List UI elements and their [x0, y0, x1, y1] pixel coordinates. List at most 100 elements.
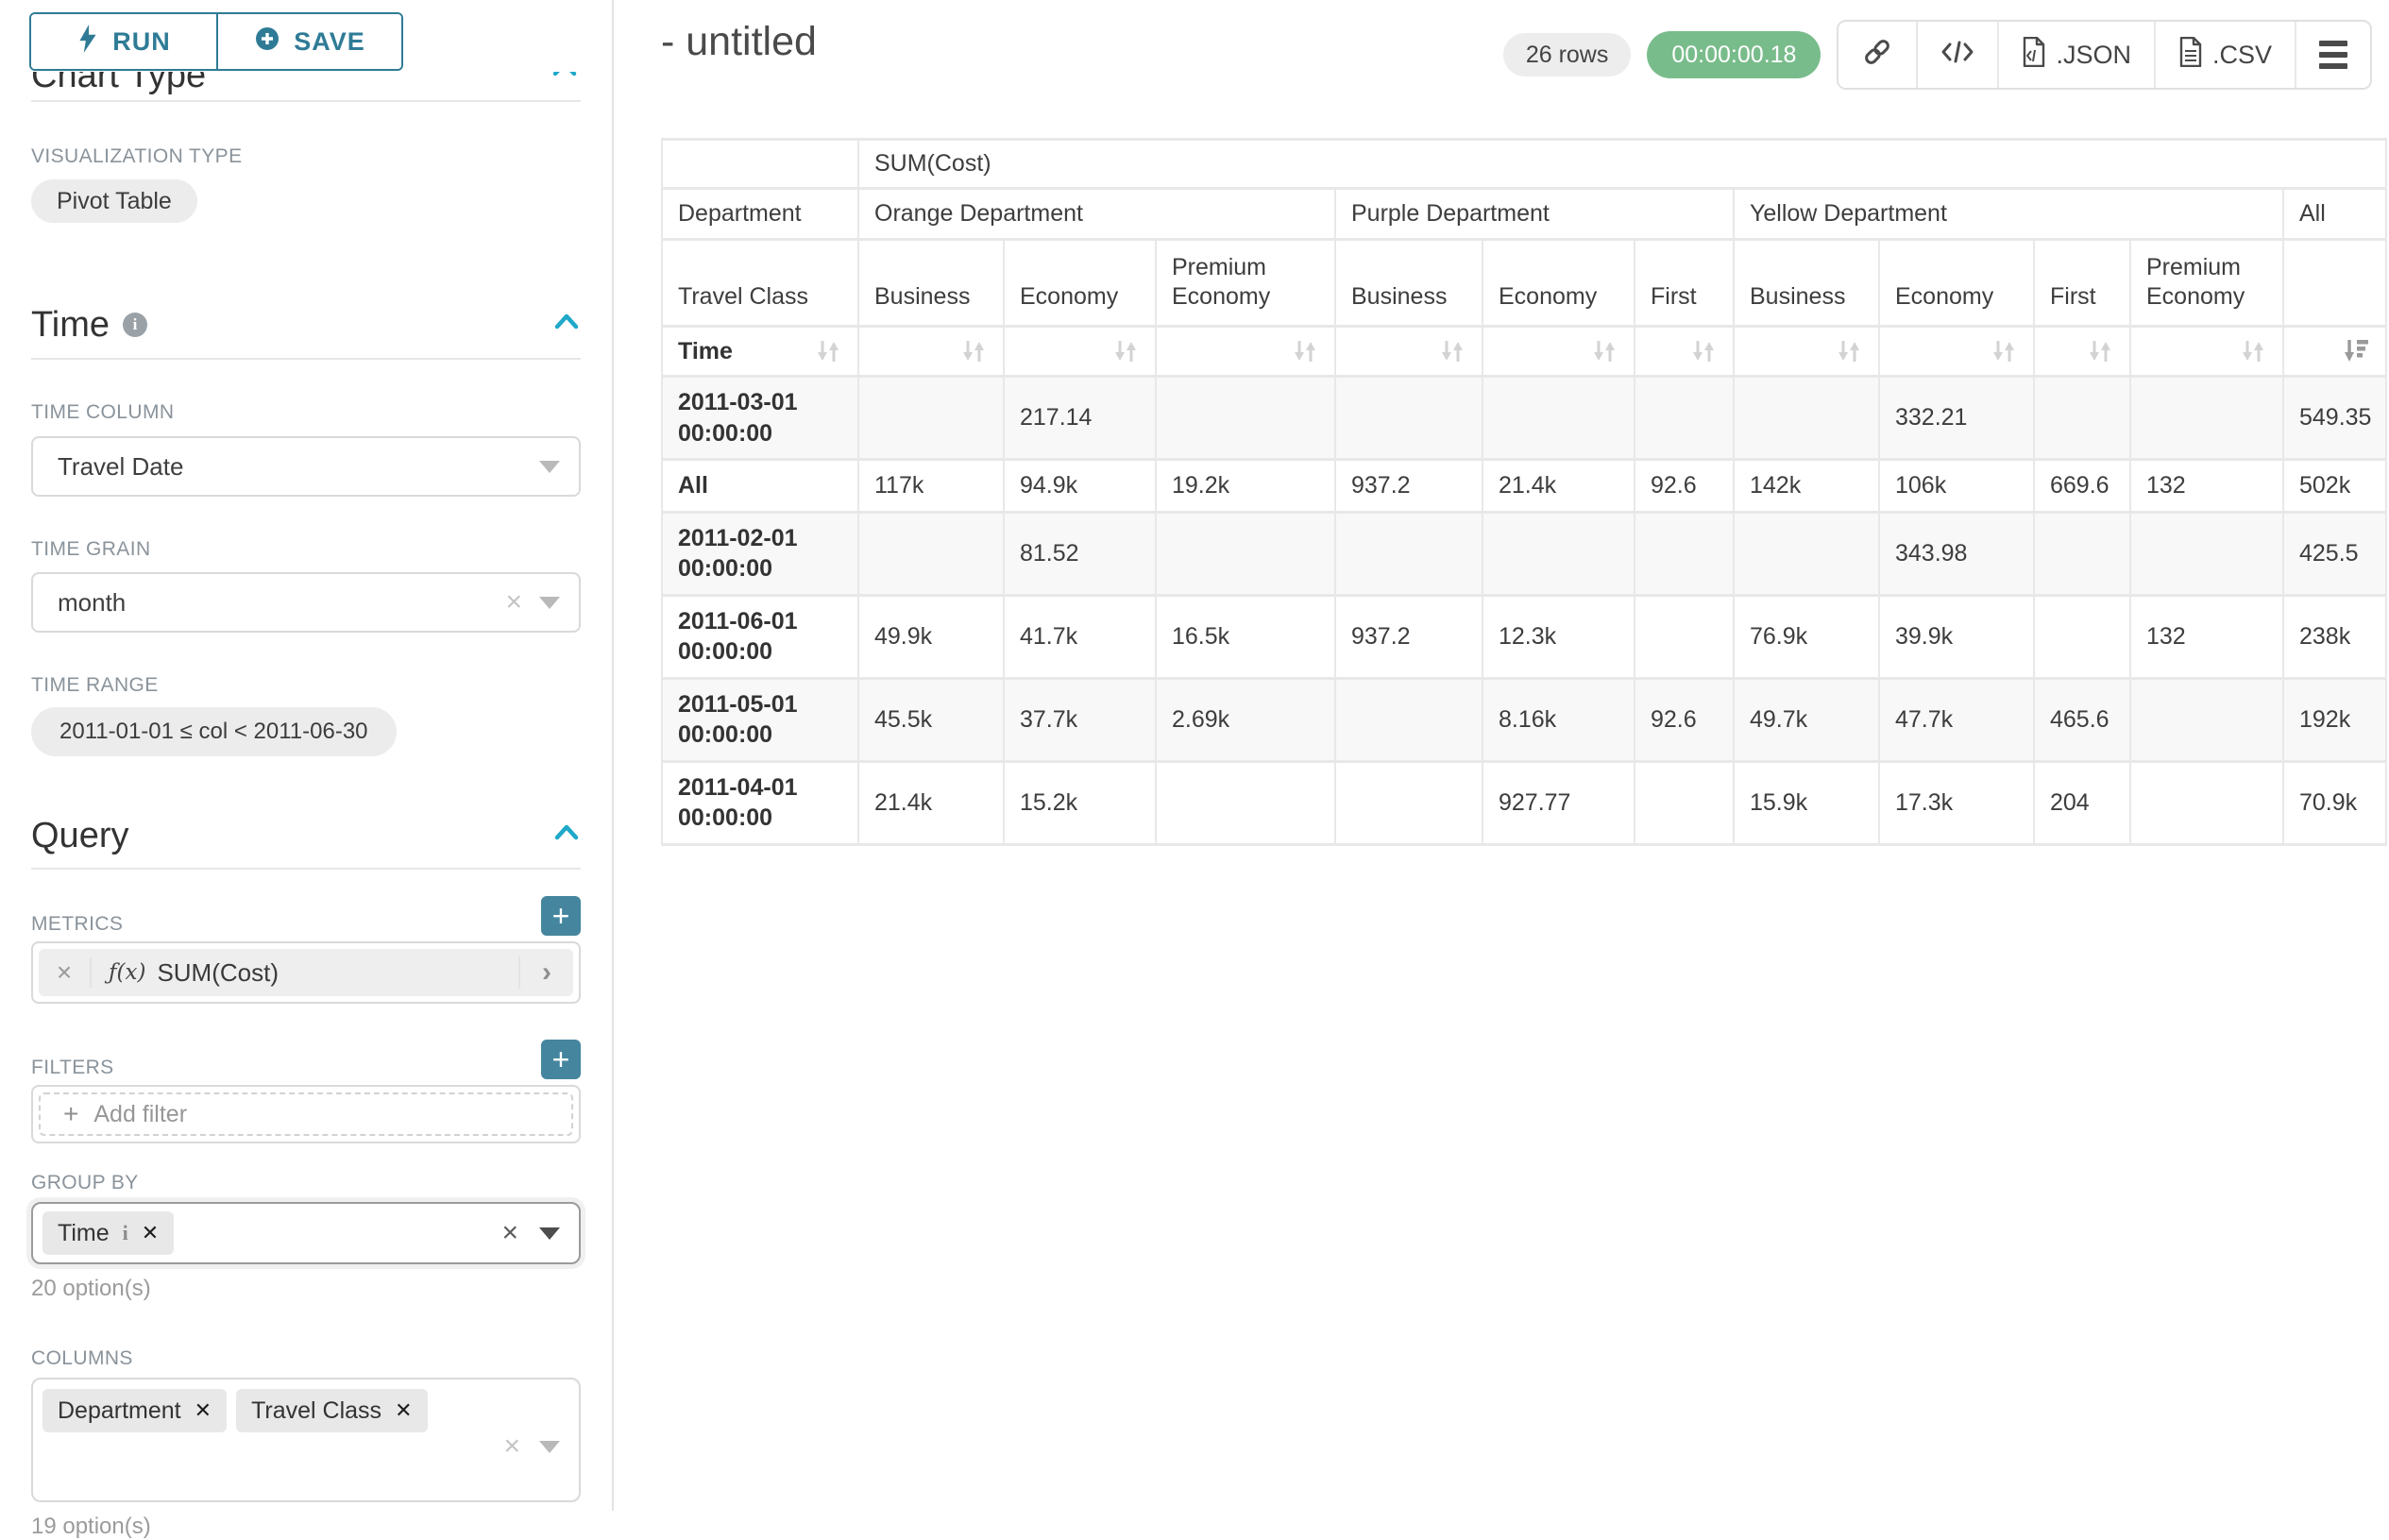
row-axis-sort-cell[interactable]: Time — [662, 327, 858, 377]
clear-icon[interactable]: × — [505, 586, 522, 618]
remove-tag-icon[interactable]: ✕ — [195, 1398, 212, 1423]
columns-select[interactable]: Department ✕ Travel Class ✕ × — [31, 1378, 581, 1502]
link-icon — [1861, 36, 1893, 75]
value-cell: 2.69k — [1156, 678, 1335, 761]
value-cell — [2130, 377, 2283, 460]
value-cell — [1156, 761, 1335, 844]
value-cell: 117k — [858, 460, 1004, 513]
column-sort-cell[interactable] — [858, 327, 1004, 377]
group-by-tag[interactable]: Time i ✕ — [42, 1211, 174, 1255]
value-cell: 19.2k — [1156, 460, 1335, 513]
remove-metric-icon[interactable]: × — [39, 957, 92, 988]
time-column-value: Travel Date — [58, 452, 539, 482]
sort-icon — [1291, 337, 1319, 365]
query-heading-label: Query — [31, 815, 128, 856]
column-sort-cell[interactable] — [2034, 327, 2130, 377]
value-cell: 47.7k — [1879, 678, 2034, 761]
remove-tag-icon[interactable]: ✕ — [395, 1398, 412, 1423]
sort-icon — [814, 337, 842, 365]
travel-class-header: Business — [1335, 240, 1483, 327]
value-cell — [858, 377, 1004, 460]
row-header-cell: 2011-04-01 00:00:00 — [662, 761, 858, 844]
time-column-label: TIME COLUMN — [31, 401, 581, 424]
csv-file-icon — [2178, 37, 2203, 74]
metric-chip[interactable]: × ƒ(x) SUM(Cost) › — [39, 949, 573, 996]
query-section-heading[interactable]: Query — [31, 815, 581, 856]
column-info-icon[interactable]: i — [123, 1221, 128, 1245]
filters-label: FILTERS — [31, 1057, 114, 1079]
export-csv-label: .CSV — [2212, 41, 2272, 70]
add-filter-dropzone[interactable]: + Add filter — [39, 1092, 573, 1136]
value-cell: 76.9k — [1734, 595, 1879, 678]
travel-class-header: Economy — [1483, 240, 1635, 327]
travel-class-header — [2283, 240, 2386, 327]
time-column-select[interactable]: Travel Date — [31, 436, 581, 497]
metric-header-row: SUM(Cost) — [662, 140, 2386, 189]
export-json-button[interactable]: .JSON — [1997, 22, 2154, 88]
plus-circle-icon — [254, 25, 280, 59]
group-by-option-count: 20 option(s) — [31, 1276, 581, 1302]
metrics-label: METRICS — [31, 913, 123, 936]
column-sort-cell[interactable] — [1335, 327, 1483, 377]
chevron-up-icon[interactable] — [552, 304, 581, 346]
time-section-heading[interactable]: Time i — [31, 304, 581, 346]
chevron-up-icon[interactable] — [552, 815, 581, 856]
share-link-button[interactable] — [1838, 22, 1916, 88]
value-cell: 106k — [1879, 460, 2034, 513]
column-sort-cell[interactable] — [1004, 327, 1156, 377]
run-button[interactable]: RUN — [31, 14, 216, 69]
chevron-right-icon[interactable]: › — [518, 956, 573, 989]
sidebar-scroll-area[interactable]: Chart Type VISUALIZATION TYPE Pivot Tabl… — [0, 0, 612, 1511]
column-sort-cell[interactable] — [1879, 327, 2034, 377]
value-cell — [1483, 512, 1635, 595]
add-metric-button[interactable]: + — [541, 896, 581, 936]
sort-icon — [1438, 337, 1466, 365]
column-sort-cell[interactable] — [1156, 327, 1335, 377]
save-button[interactable]: SAVE — [216, 14, 401, 69]
column-sort-cell[interactable] — [2130, 327, 2283, 377]
travel-class-header: Business — [1734, 240, 1879, 327]
export-csv-button[interactable]: .CSV — [2154, 22, 2295, 88]
value-cell: 37.7k — [1004, 678, 1156, 761]
info-icon[interactable]: i — [123, 313, 147, 337]
clear-icon[interactable]: × — [503, 1430, 520, 1463]
column-sort-cell-active[interactable] — [2283, 327, 2386, 377]
department-group-header: Orange Department — [858, 189, 1335, 240]
time-grain-label: TIME GRAIN — [31, 538, 581, 561]
value-cell: 937.2 — [1335, 595, 1483, 678]
value-cell: 549.35 — [2283, 377, 2386, 460]
remove-tag-icon[interactable]: ✕ — [142, 1221, 159, 1245]
view-query-button[interactable] — [1916, 22, 1997, 88]
clear-icon[interactable]: × — [501, 1217, 518, 1249]
travel-class-header: Economy — [1004, 240, 1156, 327]
columns-tag[interactable]: Department ✕ — [42, 1389, 227, 1432]
value-cell: 92.6 — [1635, 460, 1734, 513]
columns-tag-label: Department — [58, 1397, 181, 1425]
sort-icon — [1111, 337, 1140, 365]
add-filter-plus-button[interactable]: + — [541, 1040, 581, 1079]
column-sort-cell[interactable] — [1635, 327, 1734, 377]
time-range-pill[interactable]: 2011-01-01 ≤ col < 2011-06-30 — [31, 707, 397, 756]
columns-label: COLUMNS — [31, 1347, 581, 1370]
time-grain-select[interactable]: month × — [31, 572, 581, 633]
code-icon — [1940, 39, 1974, 72]
query-timer-badge: 00:00:00.18 — [1647, 31, 1821, 78]
value-cell — [1635, 377, 1734, 460]
column-sort-cell[interactable] — [1483, 327, 1635, 377]
chart-title[interactable]: - untitled — [661, 19, 817, 65]
columns-tag[interactable]: Travel Class ✕ — [236, 1389, 427, 1432]
more-options-button[interactable] — [2295, 22, 2370, 88]
chevron-down-icon[interactable] — [539, 1441, 560, 1453]
chevron-down-icon[interactable] — [539, 1227, 560, 1240]
viz-type-pill[interactable]: Pivot Table — [31, 179, 197, 223]
value-cell — [1156, 377, 1335, 460]
metrics-header-row: METRICS + — [31, 896, 581, 936]
column-sort-cell[interactable] — [1734, 327, 1879, 377]
group-by-select[interactable]: Time i ✕ × — [31, 1202, 581, 1264]
row-header-cell: 2011-03-01 00:00:00 — [662, 377, 858, 460]
viz-type-label: VISUALIZATION TYPE — [31, 145, 581, 168]
travel-class-header: First — [2034, 240, 2130, 327]
value-cell: 927.77 — [1483, 761, 1635, 844]
